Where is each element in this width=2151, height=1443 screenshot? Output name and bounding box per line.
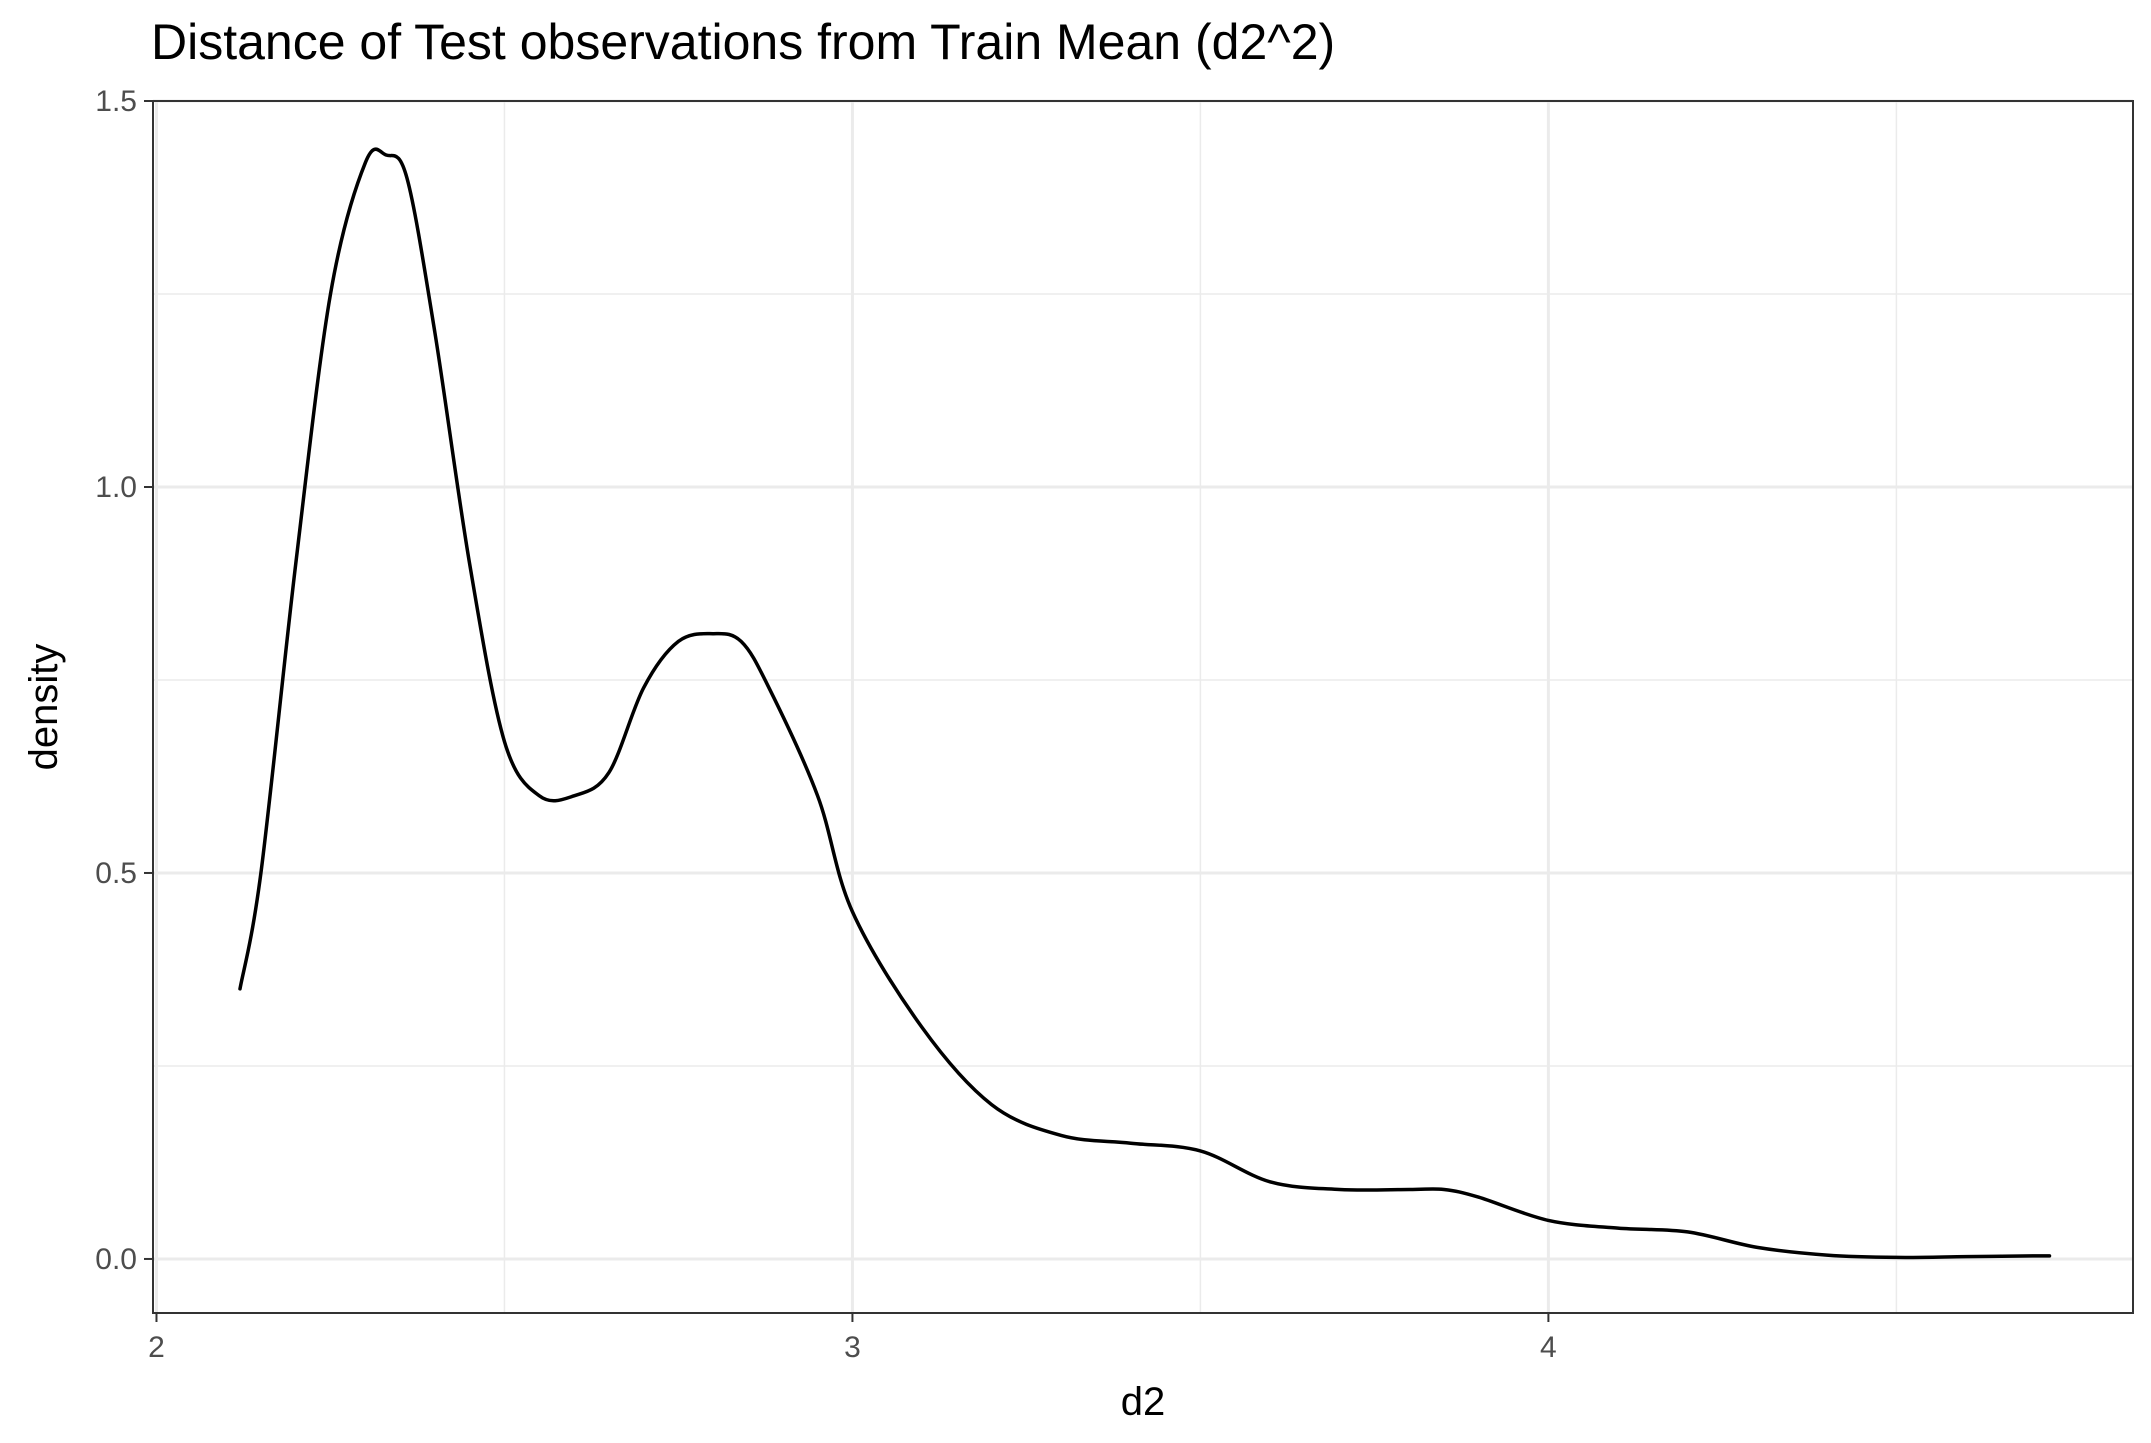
x-tick-label: 4 [1540, 1331, 1557, 1364]
chart-title: Distance of Test observations from Train… [151, 14, 1336, 70]
y-axis: 0.0 0.5 1.0 1.5 [95, 85, 153, 1276]
major-gridlines [153, 99, 2133, 1313]
y-tick-label: 0.5 [95, 857, 137, 890]
series-layer [238, 147, 2052, 1260]
y-axis-title: density [22, 644, 66, 771]
x-axis: 2 3 4 [148, 1313, 1557, 1364]
x-tick-label: 2 [148, 1331, 165, 1364]
plot-background [153, 101, 2133, 1313]
x-tick-label: 3 [844, 1331, 861, 1364]
y-tick-label: 1.5 [95, 85, 137, 118]
x-axis-title: d2 [1121, 1380, 1166, 1424]
minor-gridlines [153, 101, 2133, 1313]
y-tick-label: 1.0 [95, 471, 137, 504]
density-line [238, 147, 2052, 1260]
plot-border [152, 100, 2134, 1314]
y-tick-label: 0.0 [95, 1243, 137, 1276]
